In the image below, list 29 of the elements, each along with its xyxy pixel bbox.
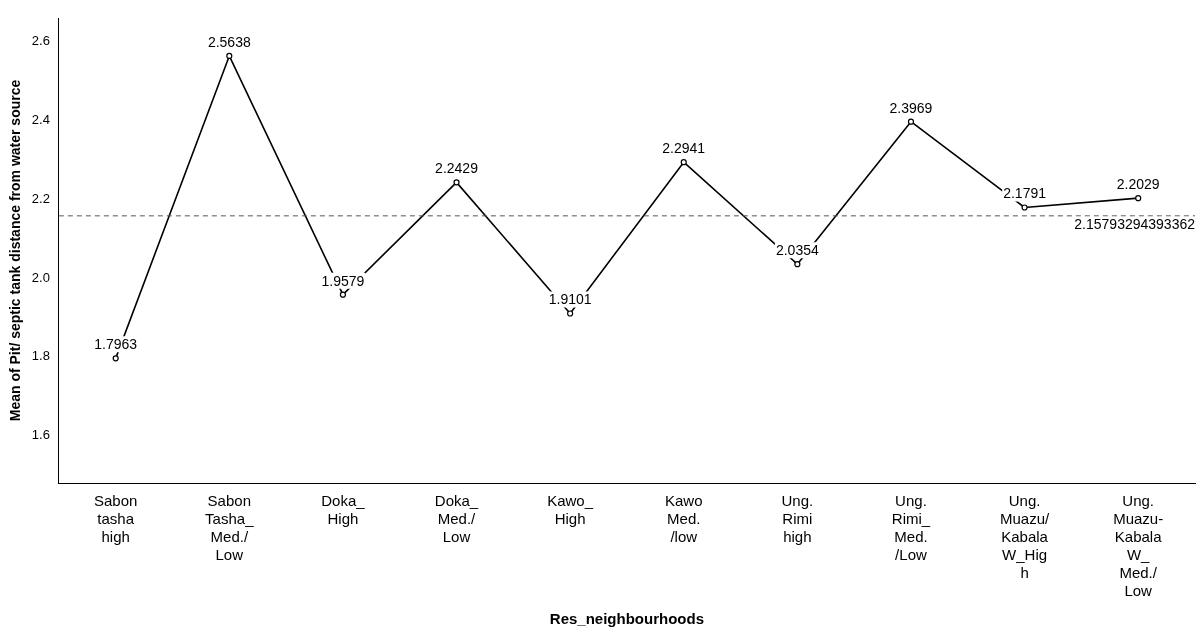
x-tick-label: Kawo_ High [547,492,594,528]
x-tick-label: Ung. Muazu/ Kabala W_Hig h [999,492,1050,582]
y-axis-title: Mean of Pit/ septic tank distance from water source [7,79,24,422]
y-tick-label: 1.6 [31,427,50,443]
data-label: 2.2941 [662,140,706,157]
x-tick-label: Doka_ Med./ Low [434,492,479,546]
data-label: 2.5638 [207,33,251,50]
data-label: 2.0354 [775,241,819,258]
y-tick-label: 2.6 [31,33,50,49]
x-axis-title: Res_neighbourhoods [549,610,705,628]
data-label: 1.7963 [94,336,138,353]
y-tick-label: 2.2 [31,190,50,206]
x-tick-label: Doka_ High [321,492,366,528]
data-label: 1.9579 [321,272,365,289]
y-tick-label: 1.8 [31,348,50,364]
x-tick-label: Kawo Med. /low [664,492,703,546]
x-tick-label: Ung. Rimi_ Med. /Low [891,492,931,564]
x-tick-label: Ung. Rimi high [781,492,814,546]
x-tick-label: Sabon Tasha_ Med./ Low [205,492,255,564]
data-label: 2.3969 [889,99,933,116]
data-label: 1.9101 [548,291,592,308]
data-label: 2.2029 [1116,175,1160,192]
data-label: 2.2429 [435,160,479,177]
data-label: 2.1791 [1003,185,1047,202]
x-tick-label: Sabon tasha high [93,492,138,546]
y-tick-label: 2.0 [31,269,50,285]
x-tick-label: Ung. Muazu- Kabala W_ Med./ Low [1113,492,1164,600]
ref-line-label: 2.15793294393362 [1074,215,1196,232]
y-tick-label: 2.4 [31,112,50,128]
